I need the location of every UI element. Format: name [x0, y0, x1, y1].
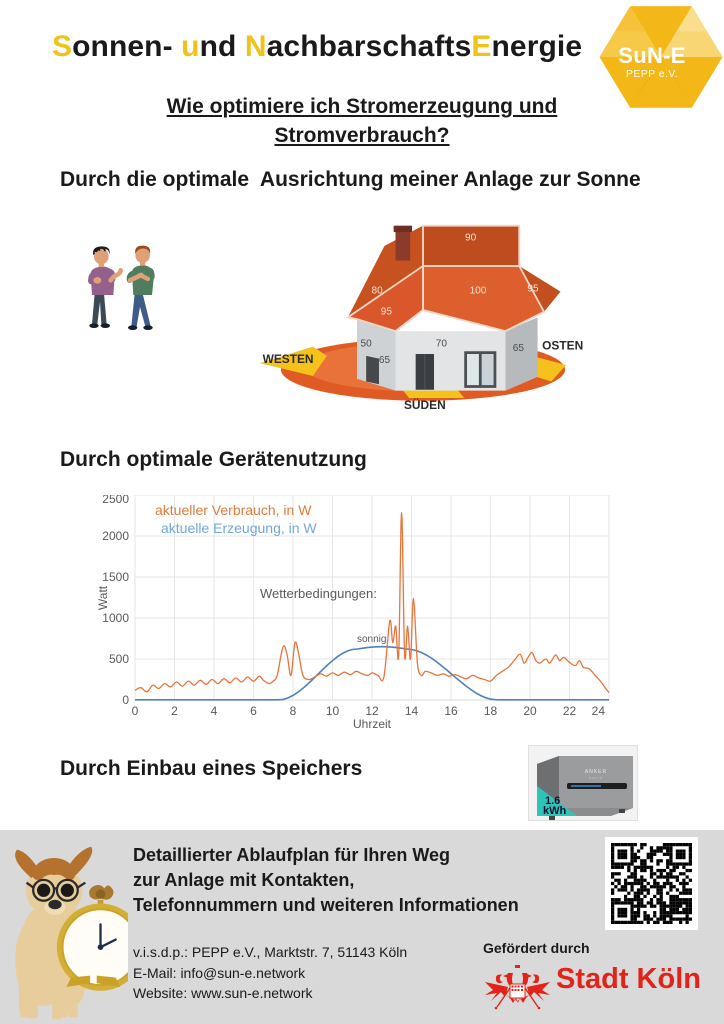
svg-text:12: 12	[365, 704, 379, 718]
svg-text:0: 0	[122, 693, 129, 707]
svg-text:SOLIX: SOLIX	[589, 776, 603, 780]
svg-text:OSTEN: OSTEN	[542, 338, 583, 352]
svg-text:95: 95	[527, 284, 539, 295]
svg-text:90: 90	[465, 232, 477, 243]
svg-text:1500: 1500	[102, 570, 129, 584]
svg-text:80: 80	[372, 286, 384, 297]
svg-text:Wetterbedingungen:: Wetterbedingungen:	[260, 586, 377, 601]
svg-text:aktueller Verbrauch, in W: aktueller Verbrauch, in W	[155, 502, 312, 518]
svg-text:24: 24	[592, 704, 606, 718]
svg-text:aktuelle Erzeugung, in W: aktuelle Erzeugung, in W	[161, 520, 317, 536]
svg-text:100: 100	[470, 286, 487, 297]
svg-text:ANKER: ANKER	[585, 769, 607, 775]
svg-text:2500: 2500	[102, 495, 129, 506]
svg-text:14: 14	[405, 704, 419, 718]
svg-text:18: 18	[484, 704, 498, 718]
svg-text:95: 95	[381, 307, 393, 318]
svg-text:Uhrzeit: Uhrzeit	[353, 717, 392, 730]
svg-text:65: 65	[513, 343, 525, 354]
svg-text:1000: 1000	[102, 611, 129, 625]
svg-text:4: 4	[211, 704, 218, 718]
svg-text:22: 22	[563, 704, 577, 718]
svg-text:16: 16	[444, 704, 458, 718]
svg-text:10: 10	[326, 704, 340, 718]
svg-text:SÜDEN: SÜDEN	[404, 397, 446, 412]
svg-text:0: 0	[132, 704, 139, 718]
svg-text:70: 70	[436, 339, 448, 350]
svg-text:50: 50	[361, 339, 373, 350]
svg-text:2000: 2000	[102, 529, 129, 543]
svg-text:2: 2	[171, 704, 178, 718]
svg-text:Watt: Watt	[96, 585, 110, 610]
svg-text:WESTEN: WESTEN	[263, 352, 314, 366]
svg-text:sonnig: sonnig	[357, 634, 386, 645]
svg-text:500: 500	[109, 652, 129, 666]
svg-text:6: 6	[250, 704, 257, 718]
svg-text:65: 65	[379, 355, 391, 366]
svg-text:8: 8	[290, 704, 297, 718]
svg-text:kWh: kWh	[543, 805, 567, 817]
svg-text:20: 20	[523, 704, 537, 718]
